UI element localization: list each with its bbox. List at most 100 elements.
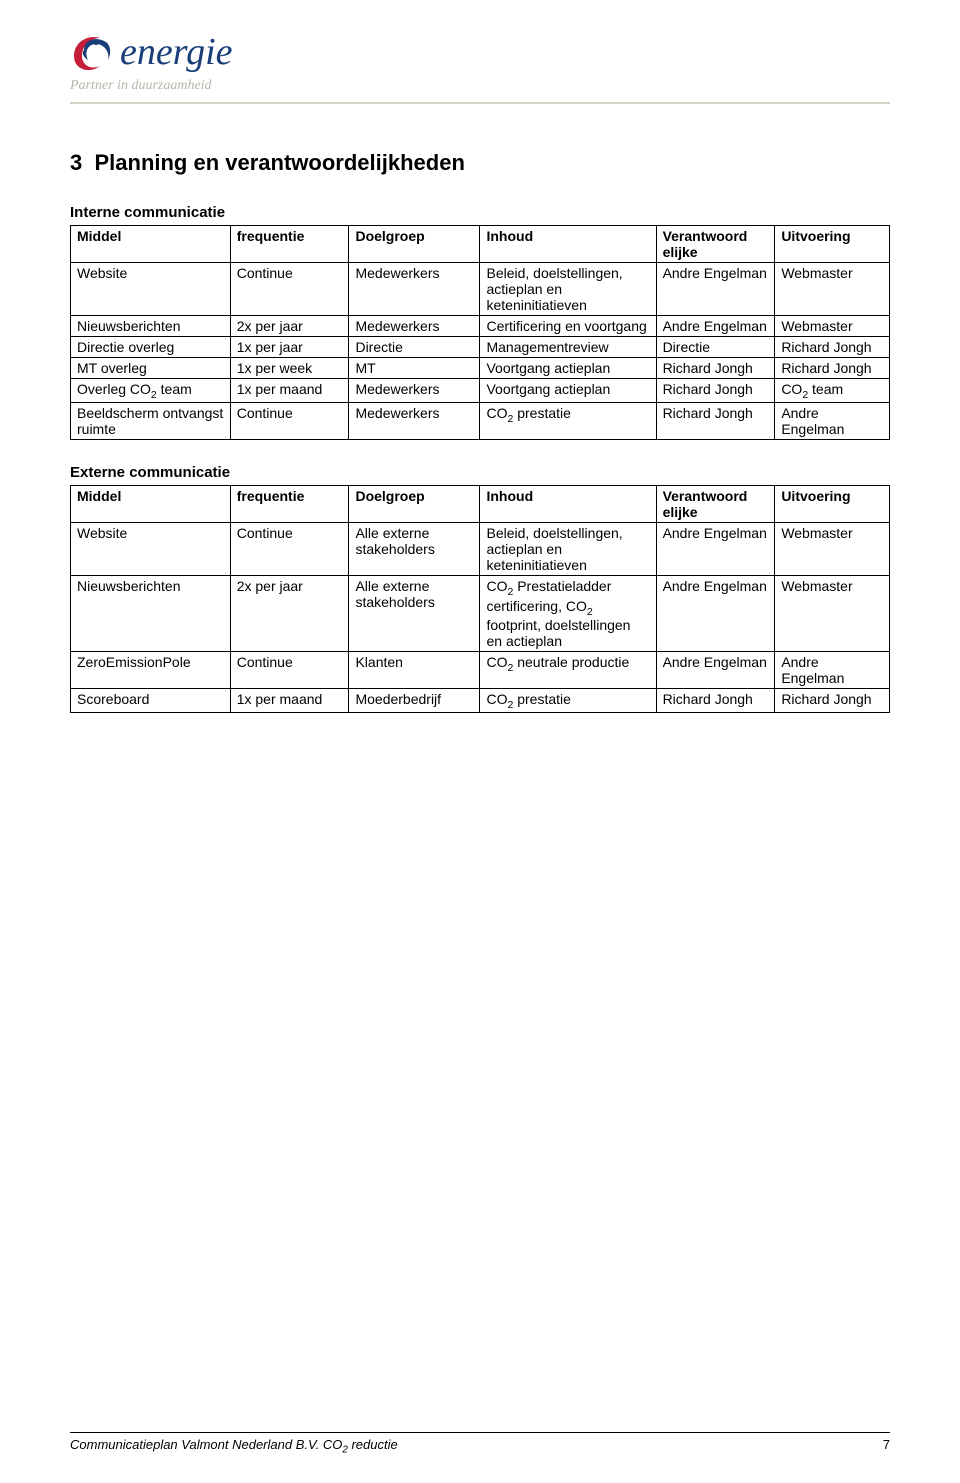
internal-heading: Interne communicatie bbox=[70, 204, 890, 221]
cell-verant: Directie bbox=[656, 337, 775, 358]
table-row: Overleg CO2 team1x per maandMedewerkersV… bbox=[71, 379, 890, 403]
external-table: Middel frequentie Doelgroep Inhoud Veran… bbox=[70, 485, 890, 713]
page-footer: Communicatieplan Valmont Nederland B.V. … bbox=[70, 1432, 890, 1455]
cell-uitv: CO2 team bbox=[775, 379, 890, 403]
cell-freq: Continue bbox=[230, 403, 349, 440]
cell-inhoud: CO2 prestatie bbox=[480, 688, 656, 712]
cell-freq: 2x per jaar bbox=[230, 316, 349, 337]
col-middel: Middel bbox=[71, 486, 231, 523]
cell-inhoud: Certificering en voortgang bbox=[480, 316, 656, 337]
col-verantwoord: Verantwoordelijke bbox=[656, 226, 775, 263]
cell-freq: Continue bbox=[230, 523, 349, 576]
cell-verant: Richard Jongh bbox=[656, 403, 775, 440]
table-row: MT overleg1x per weekMTVoortgang actiepl… bbox=[71, 358, 890, 379]
cell-freq: Continue bbox=[230, 651, 349, 688]
col-doelgroep: Doelgroep bbox=[349, 226, 480, 263]
footer-title: Communicatieplan Valmont Nederland B.V. … bbox=[70, 1437, 398, 1455]
cell-freq: Continue bbox=[230, 263, 349, 316]
cell-middel: MT overleg bbox=[71, 358, 231, 379]
col-verantwoord: Verantwoordelijke bbox=[656, 486, 775, 523]
cell-doel: Alle externe stakeholders bbox=[349, 523, 480, 576]
cell-middel: Beeldscherm ontvangst ruimte bbox=[71, 403, 231, 440]
cell-verant: Richard Jongh bbox=[656, 379, 775, 403]
cell-uitv: Andre Engelman bbox=[775, 651, 890, 688]
table-row: Nieuwsberichten2x per jaarAlle externe s… bbox=[71, 576, 890, 652]
header-divider bbox=[70, 102, 890, 104]
cell-middel: Website bbox=[71, 263, 231, 316]
table-row: Directie overleg1x per jaarDirectieManag… bbox=[71, 337, 890, 358]
cell-doel: Medewerkers bbox=[349, 379, 480, 403]
cell-doel: Medewerkers bbox=[349, 263, 480, 316]
cell-inhoud: Voortgang actieplan bbox=[480, 379, 656, 403]
cell-inhoud: Managementreview bbox=[480, 337, 656, 358]
cell-verant: Richard Jongh bbox=[656, 688, 775, 712]
cell-middel: Nieuwsberichten bbox=[71, 316, 231, 337]
col-uitvoering: Uitvoering bbox=[775, 226, 890, 263]
cell-uitv: Andre Engelman bbox=[775, 403, 890, 440]
cell-doel: Alle externe stakeholders bbox=[349, 576, 480, 652]
cell-doel: Moederbedrijf bbox=[349, 688, 480, 712]
cell-inhoud: Voortgang actieplan bbox=[480, 358, 656, 379]
cell-verant: Andre Engelman bbox=[656, 651, 775, 688]
table-row: ZeroEmissionPoleContinueKlantenCO2 neutr… bbox=[71, 651, 890, 688]
cell-doel: MT bbox=[349, 358, 480, 379]
cell-uitv: Webmaster bbox=[775, 316, 890, 337]
page-number: 7 bbox=[883, 1437, 890, 1455]
cell-verant: Andre Engelman bbox=[656, 523, 775, 576]
external-heading: Externe communicatie bbox=[70, 464, 890, 481]
cell-inhoud: Beleid, doelstellingen, actieplan en ket… bbox=[480, 263, 656, 316]
cell-middel: Nieuwsberichten bbox=[71, 576, 231, 652]
logo-tagline: Partner in duurzaamheid bbox=[70, 78, 890, 94]
cell-freq: 1x per maand bbox=[230, 688, 349, 712]
cell-verant: Andre Engelman bbox=[656, 576, 775, 652]
cell-uitv: Richard Jongh bbox=[775, 358, 890, 379]
col-frequentie: frequentie bbox=[230, 226, 349, 263]
col-frequentie: frequentie bbox=[230, 486, 349, 523]
cell-uitv: Richard Jongh bbox=[775, 337, 890, 358]
logo-swirl-icon bbox=[70, 30, 114, 74]
cell-uitv: Richard Jongh bbox=[775, 688, 890, 712]
section-title: 3 Planning en verantwoordelijkheden bbox=[70, 150, 890, 176]
cell-verant: Richard Jongh bbox=[656, 358, 775, 379]
cell-uitv: Webmaster bbox=[775, 523, 890, 576]
section-number: 3 bbox=[70, 150, 82, 175]
cell-inhoud: Beleid, doelstellingen, actieplan en ket… bbox=[480, 523, 656, 576]
cell-doel: Medewerkers bbox=[349, 403, 480, 440]
cell-verant: Andre Engelman bbox=[656, 316, 775, 337]
cell-freq: 1x per week bbox=[230, 358, 349, 379]
table-header-row: Middel frequentie Doelgroep Inhoud Veran… bbox=[71, 226, 890, 263]
table-row: WebsiteContinueMedewerkersBeleid, doelst… bbox=[71, 263, 890, 316]
cell-doel: Directie bbox=[349, 337, 480, 358]
cell-inhoud: CO2 Prestatieladder certificering, CO2 f… bbox=[480, 576, 656, 652]
footer-divider bbox=[70, 1432, 890, 1433]
col-doelgroep: Doelgroep bbox=[349, 486, 480, 523]
cell-middel: Directie overleg bbox=[71, 337, 231, 358]
cell-inhoud: CO2 prestatie bbox=[480, 403, 656, 440]
col-inhoud: Inhoud bbox=[480, 486, 656, 523]
cell-uitv: Webmaster bbox=[775, 576, 890, 652]
cell-middel: Scoreboard bbox=[71, 688, 231, 712]
cell-middel: ZeroEmissionPole bbox=[71, 651, 231, 688]
cell-middel: Overleg CO2 team bbox=[71, 379, 231, 403]
cell-freq: 1x per maand bbox=[230, 379, 349, 403]
table-row: Beeldscherm ontvangst ruimteContinueMede… bbox=[71, 403, 890, 440]
internal-table: Middel frequentie Doelgroep Inhoud Veran… bbox=[70, 225, 890, 440]
cell-doel: Klanten bbox=[349, 651, 480, 688]
logo-brand-text: energie bbox=[120, 33, 233, 71]
col-middel: Middel bbox=[71, 226, 231, 263]
cell-inhoud: CO2 neutrale productie bbox=[480, 651, 656, 688]
header-logo: energie Partner in duurzaamheid bbox=[70, 30, 890, 94]
cell-middel: Website bbox=[71, 523, 231, 576]
table-row: Nieuwsberichten2x per jaarMedewerkersCer… bbox=[71, 316, 890, 337]
section-title-text: Planning en verantwoordelijkheden bbox=[94, 150, 464, 175]
cell-freq: 2x per jaar bbox=[230, 576, 349, 652]
cell-freq: 1x per jaar bbox=[230, 337, 349, 358]
col-uitvoering: Uitvoering bbox=[775, 486, 890, 523]
cell-doel: Medewerkers bbox=[349, 316, 480, 337]
table-row: WebsiteContinueAlle externe stakeholders… bbox=[71, 523, 890, 576]
table-header-row: Middel frequentie Doelgroep Inhoud Veran… bbox=[71, 486, 890, 523]
cell-uitv: Webmaster bbox=[775, 263, 890, 316]
cell-verant: Andre Engelman bbox=[656, 263, 775, 316]
table-row: Scoreboard1x per maandMoederbedrijfCO2 p… bbox=[71, 688, 890, 712]
col-inhoud: Inhoud bbox=[480, 226, 656, 263]
